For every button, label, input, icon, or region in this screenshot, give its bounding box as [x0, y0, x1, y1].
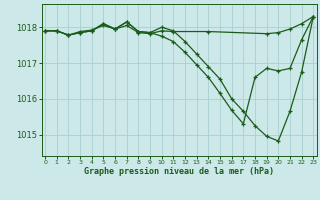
X-axis label: Graphe pression niveau de la mer (hPa): Graphe pression niveau de la mer (hPa) — [84, 167, 274, 176]
